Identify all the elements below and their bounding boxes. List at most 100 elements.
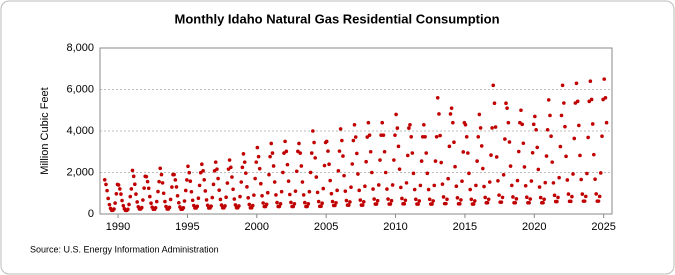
point [555, 199, 559, 204]
point [426, 187, 431, 192]
point [237, 204, 241, 208]
point [203, 189, 208, 193]
point [322, 163, 327, 168]
point [431, 199, 435, 203]
point [181, 205, 186, 210]
point [133, 182, 137, 187]
point [507, 140, 512, 144]
point [603, 96, 608, 100]
point [472, 199, 477, 203]
point [358, 198, 363, 202]
point [348, 200, 352, 204]
point [531, 122, 536, 127]
point [135, 200, 139, 204]
point [533, 114, 537, 119]
point [411, 171, 416, 176]
point [264, 202, 269, 207]
point [435, 96, 440, 100]
point [314, 175, 319, 179]
point [173, 178, 178, 182]
point [260, 193, 264, 198]
point [370, 170, 374, 175]
point [537, 185, 542, 189]
point [405, 153, 410, 158]
point [430, 202, 434, 206]
point [256, 154, 261, 159]
point [504, 101, 508, 105]
point [158, 166, 163, 171]
point [566, 192, 571, 196]
point [439, 160, 443, 165]
point [182, 199, 187, 203]
point [215, 167, 219, 171]
point [131, 174, 136, 179]
point [452, 140, 456, 145]
point [408, 122, 412, 127]
point [513, 200, 518, 205]
point [544, 154, 549, 158]
point [247, 202, 252, 207]
x-tick-label: 2025 [591, 221, 615, 233]
point [174, 185, 179, 189]
point [563, 124, 567, 129]
plot-border [99, 47, 613, 215]
point [546, 98, 551, 102]
point [475, 159, 479, 163]
point [268, 154, 272, 159]
point [460, 179, 464, 184]
point [104, 182, 108, 187]
point [330, 199, 335, 204]
point [343, 189, 348, 193]
point [402, 202, 407, 206]
point [582, 199, 587, 203]
point [409, 135, 414, 139]
point [410, 151, 415, 155]
point [187, 170, 192, 175]
point [447, 144, 452, 149]
point [306, 202, 311, 206]
point [278, 202, 283, 206]
point [586, 135, 590, 140]
point [602, 77, 607, 81]
y-tick-label: 8,000 [66, 42, 94, 54]
point [168, 197, 173, 202]
point [313, 156, 318, 160]
point [200, 162, 204, 166]
point [399, 185, 403, 190]
point [451, 120, 455, 125]
point [218, 197, 223, 202]
point [265, 190, 270, 195]
x-tick-label: 2000 [245, 221, 269, 233]
point [568, 199, 573, 204]
point [297, 141, 301, 146]
y-tick-label: 0 [88, 208, 94, 220]
point [466, 151, 470, 155]
point [383, 170, 388, 175]
point [520, 122, 525, 127]
point [394, 112, 398, 117]
point [195, 204, 200, 209]
point [153, 205, 158, 210]
point [446, 176, 450, 181]
point [522, 165, 527, 169]
point [381, 133, 386, 137]
y-tick-label: 2,000 [66, 166, 94, 178]
point [552, 193, 557, 198]
point [468, 187, 472, 192]
point [469, 197, 474, 202]
point [433, 159, 438, 163]
point [487, 180, 492, 184]
point [382, 149, 387, 154]
point [548, 113, 552, 118]
point [515, 178, 520, 183]
point [376, 183, 381, 187]
point [269, 141, 274, 146]
point [363, 184, 367, 188]
source: Source: U.S. Energy Information Administ… [30, 244, 219, 254]
point [190, 198, 195, 203]
point [294, 169, 299, 174]
y-axis-label: Million Cubic Feet [39, 87, 51, 174]
point [464, 135, 469, 139]
point [239, 180, 244, 184]
point [459, 198, 463, 202]
